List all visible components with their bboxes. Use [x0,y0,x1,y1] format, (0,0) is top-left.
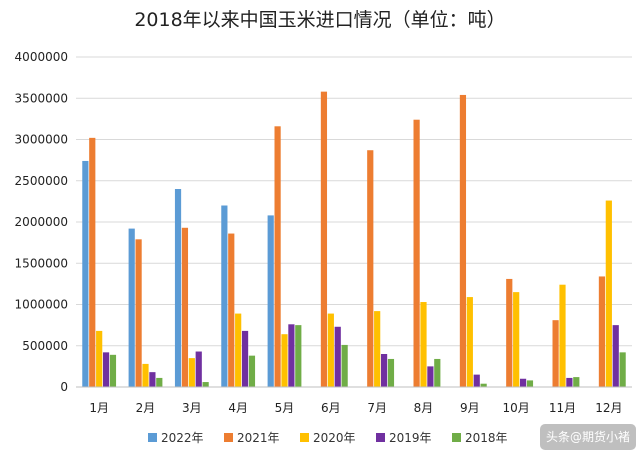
bar [241,330,249,387]
x-tick-label: 3月 [182,401,202,415]
legend-swatch [300,433,309,442]
y-tick-label: 3000000 [15,133,68,147]
bar [202,382,209,387]
bar [420,302,427,387]
bar [519,378,527,387]
bar [413,119,420,387]
bar [466,297,473,387]
x-tick-label: 7月 [367,401,387,415]
bar [566,377,573,387]
legend-label: 2020年 [313,431,356,445]
x-tick-label: 10月 [503,401,530,415]
x-tick-label: 4月 [228,401,248,415]
bar [619,352,626,387]
bar [506,278,513,387]
bar [181,227,189,387]
legend-label: 2021年 [237,431,280,445]
bar [605,200,612,387]
y-tick-label: 2000000 [15,215,68,229]
legend-label: 2019年 [389,431,432,445]
bar [156,377,163,387]
bars [82,91,626,388]
bar [559,284,566,387]
x-tick-label: 2月 [136,401,156,415]
legend-swatch [148,433,157,442]
bar [174,189,182,387]
bar [387,358,395,387]
bar [598,276,606,387]
bar [612,325,619,387]
bar [235,313,242,387]
bar [374,311,381,387]
x-tick-label: 5月 [275,401,295,415]
bar [434,358,441,387]
bar [380,354,388,387]
bar [96,330,103,387]
bar [295,325,302,387]
chart-title: 2018年以来中国玉米进口情况（单位：吨） [134,9,505,31]
y-tick-label: 0 [60,380,68,394]
y-axis-ticks: 0 500000 1000000 1500000 2000000 2500000 30000… [15,50,68,394]
bar [480,383,487,387]
x-tick-label: 8月 [414,401,434,415]
bar [320,91,328,388]
bar [135,239,142,387]
watermark-background [540,424,636,450]
bar [459,94,467,387]
x-tick-label: 6月 [321,401,341,415]
y-tick-label: 1500000 [15,256,68,270]
legend-label: 2022年 [161,431,204,445]
x-tick-label: 9月 [460,401,480,415]
bar [248,355,256,387]
y-tick-label: 1000000 [15,298,68,312]
legend-swatch [452,433,461,442]
bar [188,358,195,387]
x-tick-label: 1月 [89,401,109,415]
bar [288,324,295,387]
bar [195,351,202,387]
legend: 2022年 2021年 2020年 2019年 2018年 [148,431,508,445]
bar [327,313,334,387]
y-tick-label: 500000 [22,339,68,353]
bar [513,292,520,387]
bar [473,374,480,387]
bar [427,366,434,387]
gridlines [76,56,632,347]
bar [82,160,89,387]
bar [221,205,228,387]
bar [367,150,374,387]
y-tick-label: 3500000 [15,91,68,105]
bar [274,126,281,388]
y-tick-label: 4000000 [15,50,68,64]
bar [573,377,580,387]
bar [128,228,135,387]
bar [552,320,559,387]
bar [281,334,288,387]
x-tick-label: 12月 [595,401,622,415]
bar [89,137,96,387]
legend-swatch [224,433,233,442]
watermark-text: 头条@期货小褚 [546,429,630,444]
x-axis-ticks: 1月 2月 3月 4月 5月 6月 7月 8月 9月 10月 11月 12月 [89,401,622,415]
bar [142,363,149,387]
legend-label: 2018年 [465,431,508,445]
bar [109,354,117,387]
legend-swatch [376,433,385,442]
bar [341,344,348,387]
bar [334,326,341,387]
bar [228,233,235,387]
bar [526,380,534,387]
bar [102,352,110,387]
bar [267,215,274,387]
bar [149,372,156,387]
watermark: 头条@期货小褚 [540,424,636,450]
x-tick-label: 11月 [549,401,576,415]
y-tick-label: 2500000 [15,174,68,188]
